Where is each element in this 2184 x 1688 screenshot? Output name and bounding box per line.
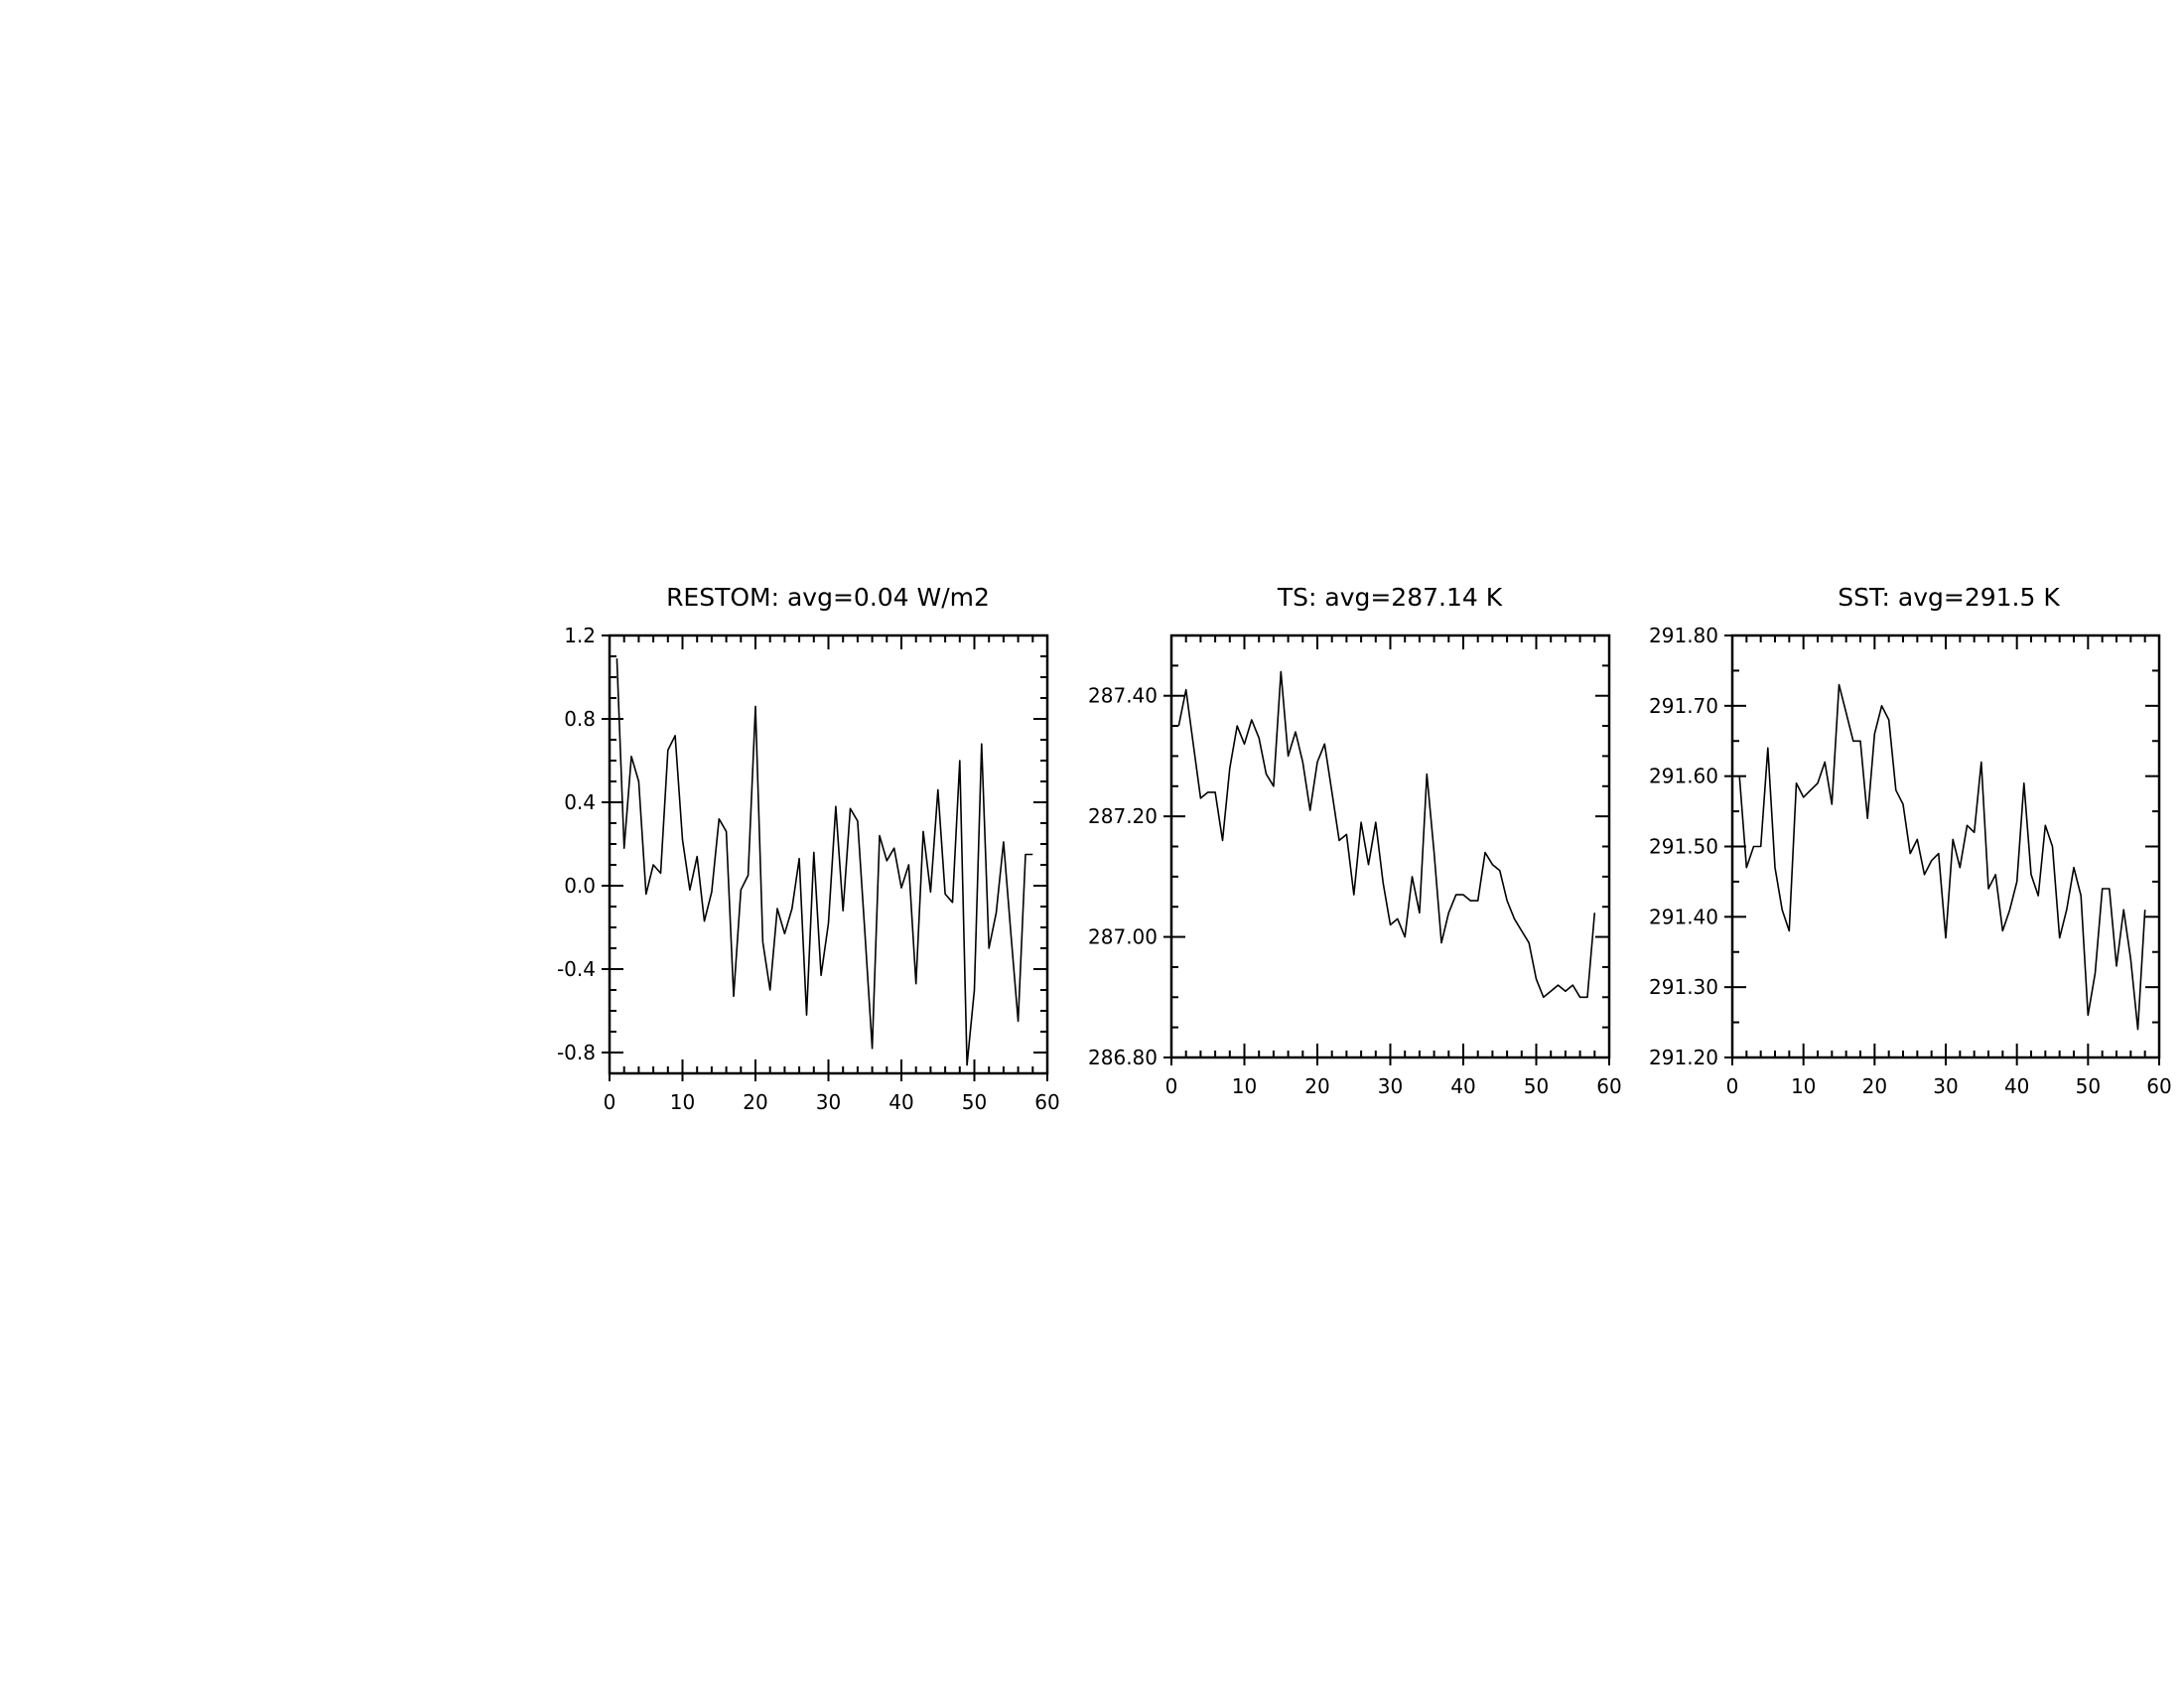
ts-series	[1177, 670, 1596, 999]
ts-plot-frame	[1169, 633, 1611, 1059]
restom-x-tick-label: 50	[962, 1090, 987, 1114]
sst-y-tick-label: 291.80	[1649, 624, 1718, 647]
ts-panel: TS: avg=287.14 K 286.80 287.00 287.20 287.4…	[1088, 583, 1622, 1098]
restom-y-tick-label: 0.8	[564, 707, 596, 731]
ts-y-tick-label: 286.80	[1088, 1046, 1158, 1069]
sst-y-tick-label: 291.70	[1649, 694, 1718, 718]
ts-x-tick-label: 40	[1450, 1074, 1475, 1098]
sst-x-tick-label: 0	[1726, 1074, 1739, 1098]
ts-y-tick-label: 287.20	[1088, 804, 1158, 828]
restom-y-tick-label: -0.4	[557, 957, 596, 981]
restom-ticks	[602, 634, 1048, 1081]
sst-y-tick-label: 291.60	[1649, 765, 1718, 788]
ts-x-tick-label: 0	[1165, 1074, 1178, 1098]
sst-x-tick-label: 30	[1933, 1074, 1958, 1098]
ts-y-tick-label: 287.40	[1088, 684, 1158, 708]
restom-title: RESTOM: avg=0.04 W/m2	[666, 583, 990, 612]
restom-y-tick-label: 0.4	[564, 790, 596, 814]
restom-plot-frame	[608, 633, 1049, 1075]
restom-series-line	[615, 658, 1033, 1066]
restom-series	[615, 658, 1033, 1066]
sst-x-tick-labels: 0 10 20 30 40 50 60	[1726, 1074, 2172, 1098]
restom-x-tick-label: 40	[888, 1090, 913, 1114]
ts-series-line	[1177, 670, 1596, 999]
restom-panel: RESTOM: avg=0.04 W/m2 -0.8 -0.4 0.0 0.4 0.8 1…	[557, 583, 1060, 1114]
sst-y-tick-labels: 291.20 291.30 291.40 291.50 291.60 291.70 291.…	[1649, 624, 1718, 1069]
sst-y-tick-label: 291.50	[1649, 835, 1718, 859]
ts-x-tick-label: 60	[1596, 1074, 1621, 1098]
restom-y-tick-label: 1.2	[564, 624, 596, 647]
sst-panel: SST: avg=291.5 K 291.20 291.30 291.40 291.5…	[1649, 583, 2172, 1098]
restom-x-tick-labels: 0 10 20 30 40 50 60	[604, 1090, 1060, 1114]
ts-title: TS: avg=287.14 K	[1277, 583, 1503, 612]
sst-x-tick-label: 60	[2146, 1074, 2171, 1098]
sst-x-tick-label: 50	[2076, 1074, 2101, 1098]
restom-x-tick-label: 20	[743, 1090, 767, 1114]
sst-plot-frame	[1730, 633, 2161, 1059]
sst-y-tick-label: 291.30	[1649, 975, 1718, 999]
ts-x-tick-label: 10	[1232, 1074, 1257, 1098]
sst-x-tick-label: 20	[1862, 1074, 1887, 1098]
restom-x-tick-label: 0	[604, 1090, 616, 1114]
ts-ticks	[1163, 634, 1610, 1065]
restom-x-tick-label: 60	[1034, 1090, 1059, 1114]
sst-series-line	[1738, 683, 2146, 1031]
ts-y-tick-labels: 286.80 287.00 287.20 287.40	[1088, 684, 1158, 1069]
sst-y-tick-label: 291.20	[1649, 1046, 1718, 1069]
sst-series	[1738, 683, 2146, 1031]
sst-title: SST: avg=291.5 K	[1838, 583, 2060, 612]
restom-x-tick-label: 10	[670, 1090, 695, 1114]
ts-x-tick-labels: 0 10 20 30 40 50 60	[1165, 1074, 1622, 1098]
restom-y-tick-label: -0.8	[557, 1041, 596, 1064]
sst-y-tick-label: 291.40	[1649, 905, 1718, 928]
ts-x-tick-label: 30	[1378, 1074, 1403, 1098]
sst-x-tick-label: 10	[1791, 1074, 1816, 1098]
ts-x-tick-label: 20	[1304, 1074, 1329, 1098]
ts-y-tick-label: 287.00	[1088, 925, 1158, 949]
restom-x-tick-label: 30	[816, 1090, 841, 1114]
sst-x-tick-label: 40	[2004, 1074, 2029, 1098]
ts-x-tick-label: 50	[1524, 1074, 1549, 1098]
sst-ticks	[1724, 634, 2160, 1065]
restom-y-tick-label: 0.0	[564, 874, 596, 898]
restom-y-tick-labels: -0.8 -0.4 0.0 0.4 0.8 1.2	[557, 624, 596, 1064]
